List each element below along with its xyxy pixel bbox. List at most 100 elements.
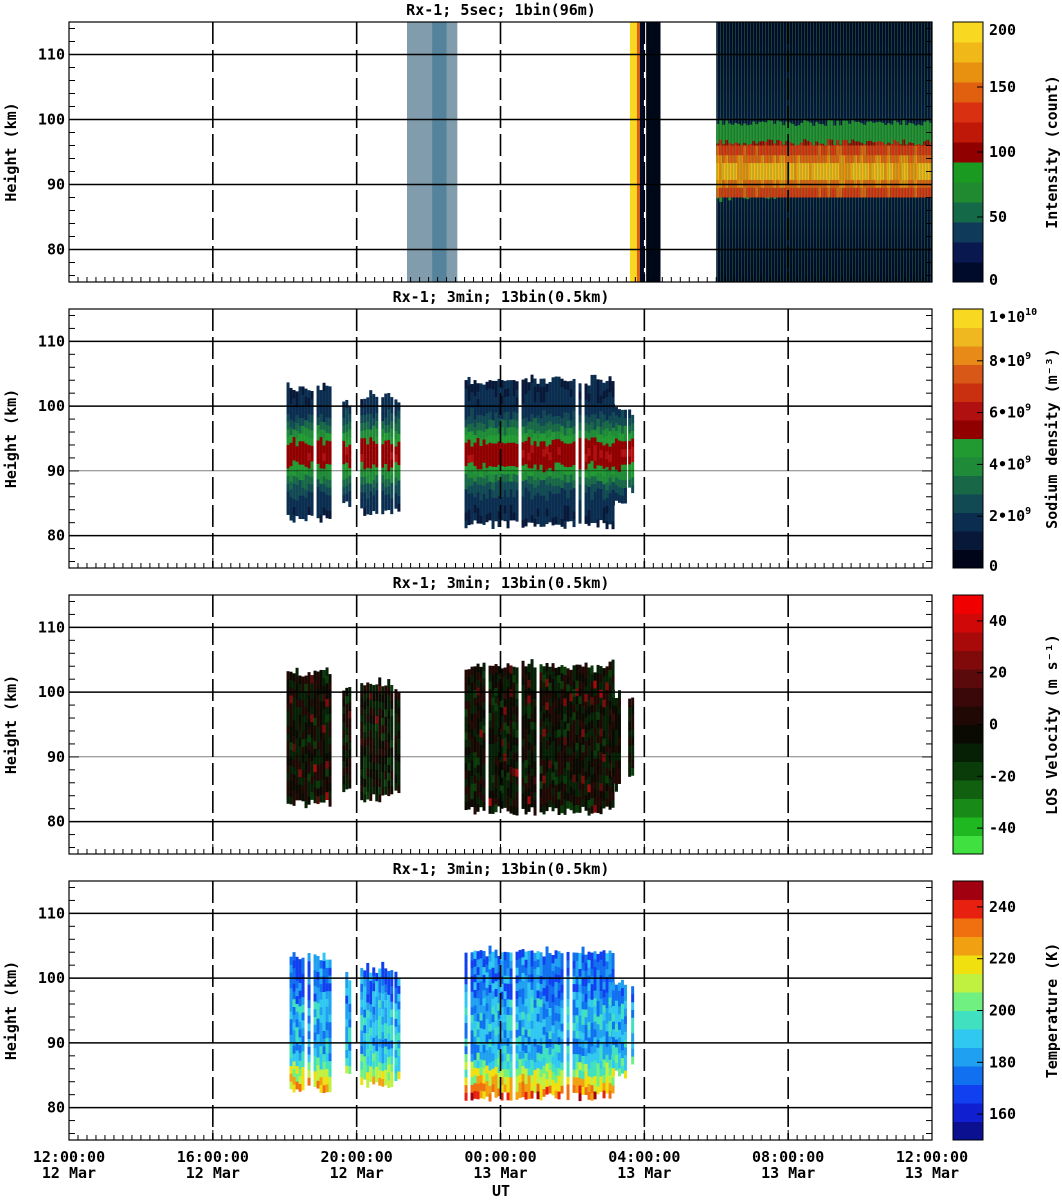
intensity-cell: [932, 123, 935, 179]
data-cell: [560, 417, 564, 426]
data-cell: [545, 407, 549, 416]
intensity-cell: [1010, 163, 1013, 180]
data-cell: [581, 728, 585, 737]
data-cell: [536, 391, 540, 400]
data-cell: [494, 988, 498, 997]
data-cell: [554, 446, 558, 455]
data-cell: [319, 514, 323, 523]
data-cell: [387, 1033, 391, 1042]
data-cell: [497, 1088, 501, 1097]
data-cell: [608, 384, 612, 393]
data-cell: [533, 714, 537, 723]
data-cell: [342, 783, 346, 793]
data-cell: [316, 788, 320, 797]
data-cell: [530, 958, 534, 967]
data-cell: [316, 1010, 320, 1019]
data-cell: [596, 969, 600, 978]
data-cell: [316, 671, 320, 680]
data-cell: [307, 984, 311, 993]
data-cell: [587, 470, 591, 480]
data-cell: [313, 678, 317, 687]
data-cell: [310, 484, 314, 493]
data-cell: [524, 705, 528, 714]
data-cell: [551, 377, 555, 386]
data-cell: [596, 734, 600, 744]
data-cell: [578, 1092, 582, 1102]
data-cell: [602, 398, 606, 407]
data-cell: [467, 501, 471, 510]
data-cell: [363, 1048, 367, 1057]
data-cell: [366, 1056, 370, 1065]
data-cell: [301, 769, 305, 779]
data-cell: [319, 1061, 323, 1070]
data-cell: [387, 455, 391, 464]
data-cell: [509, 704, 513, 713]
data-cell: [557, 951, 561, 960]
data-cell: [390, 716, 394, 725]
data-cell: [593, 796, 597, 805]
data-cell: [390, 459, 394, 468]
data-cell: [611, 960, 615, 970]
data-cell: [372, 739, 376, 748]
data-cell: [325, 783, 329, 793]
data-cell: [482, 755, 486, 765]
data-cell: [599, 1021, 603, 1030]
data-cell: [494, 972, 498, 982]
data-cell: [313, 954, 317, 963]
data-cell: [563, 728, 567, 738]
data-cell: [319, 983, 323, 992]
data-cell: [485, 1010, 489, 1019]
data-cell: [467, 684, 471, 693]
data-cell: [307, 483, 311, 492]
data-cell: [530, 767, 534, 777]
data-cell: [587, 393, 591, 402]
data-cell: [491, 797, 495, 807]
data-cell: [316, 725, 320, 735]
data-cell: [381, 756, 385, 765]
data-cell: [551, 670, 555, 680]
data-cell: [313, 693, 317, 703]
data-cell: [545, 1031, 549, 1041]
data-cell: [476, 982, 480, 991]
data-cell: [479, 965, 483, 974]
data-cell: [342, 455, 346, 465]
data-cell: [608, 430, 612, 439]
data-cell: [503, 481, 507, 491]
data-cell: [560, 502, 564, 512]
colorbar-swatch: [953, 401, 983, 421]
data-cell: [298, 959, 302, 968]
data-cell: [322, 1077, 326, 1086]
data-cell: [548, 1054, 552, 1063]
intensity-cell: [1022, 143, 1025, 158]
data-cell: [473, 418, 477, 428]
data-cell: [292, 1037, 296, 1046]
data-cell: [572, 960, 576, 969]
data-cell: [584, 755, 588, 765]
data-cell: [289, 512, 293, 521]
data-cell: [313, 670, 317, 679]
data-cell: [491, 1052, 495, 1061]
data-cell: [372, 723, 376, 733]
data-cell: [628, 714, 632, 723]
data-cell: [301, 981, 305, 990]
data-cell: [509, 465, 513, 474]
data-cell: [569, 435, 573, 444]
data-cell: [292, 782, 296, 791]
data-cell: [548, 1069, 552, 1078]
data-cell: [512, 481, 516, 490]
data-cell: [485, 995, 489, 1004]
data-cell: [578, 750, 582, 759]
data-cell: [497, 386, 501, 395]
data-cell: [325, 478, 329, 488]
data-cell: [572, 495, 576, 504]
data-cell: [503, 419, 507, 428]
data-cell: [500, 784, 504, 794]
data-cell: [366, 1079, 370, 1088]
data-cell: [554, 384, 558, 393]
data-cell: [372, 975, 376, 984]
data-cell: [372, 409, 376, 418]
data-cell: [527, 958, 531, 967]
data-cell: [470, 783, 474, 792]
data-cell: [482, 966, 486, 975]
data-cell: [313, 794, 317, 804]
